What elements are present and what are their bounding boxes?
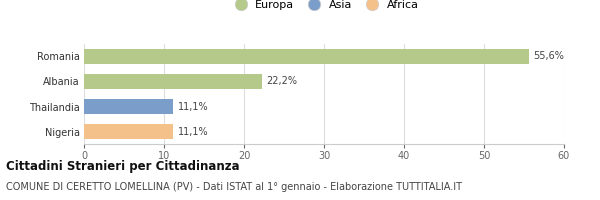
Text: 11,1%: 11,1% <box>178 127 208 137</box>
Bar <box>84 49 529 64</box>
Bar <box>84 99 173 114</box>
Text: 55,6%: 55,6% <box>533 51 565 61</box>
Text: 11,1%: 11,1% <box>178 102 208 112</box>
Bar <box>84 74 262 89</box>
Text: Cittadini Stranieri per Cittadinanza: Cittadini Stranieri per Cittadinanza <box>6 160 239 173</box>
Bar <box>84 124 173 139</box>
Legend: Europa, Asia, Africa: Europa, Asia, Africa <box>227 0 421 12</box>
Text: COMUNE DI CERETTO LOMELLINA (PV) - Dati ISTAT al 1° gennaio - Elaborazione TUTTI: COMUNE DI CERETTO LOMELLINA (PV) - Dati … <box>6 182 462 192</box>
Text: 22,2%: 22,2% <box>266 76 298 86</box>
